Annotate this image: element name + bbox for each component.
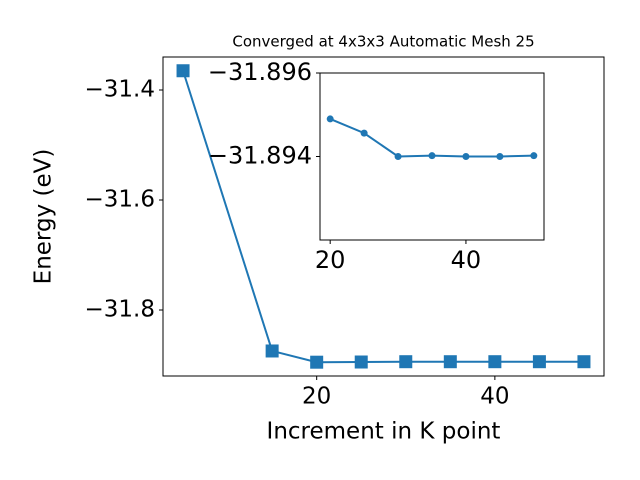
marker (265, 344, 279, 358)
x-tick-label: 40 (480, 384, 509, 410)
marker (462, 153, 470, 160)
y-tick-label: −31.896 (208, 58, 312, 86)
x-tick-label: 20 (315, 246, 346, 274)
marker (443, 355, 457, 369)
marker (488, 355, 502, 369)
x-tick-label: 20 (302, 384, 331, 410)
marker (360, 129, 368, 137)
y-tick-label: −31.6 (85, 187, 155, 213)
x-axis-label: Increment in K point (267, 419, 501, 445)
y-tick-label: −31.8 (85, 297, 155, 323)
marker (428, 152, 436, 160)
chart-title: Converged at 4x3x3 Automatic Mesh 25 (232, 33, 534, 51)
marker (496, 153, 504, 160)
y-tick-label: −31.894 (208, 142, 312, 170)
y-axis-label: Energy (eV) (31, 149, 57, 285)
marker (394, 153, 402, 160)
marker (310, 355, 324, 369)
marker (176, 64, 190, 78)
x-tick-label: 40 (451, 246, 482, 274)
marker (399, 355, 413, 369)
y-tick-label: −31.4 (85, 77, 155, 103)
axes-frame (162, 56, 605, 377)
marker (354, 355, 368, 369)
marker (532, 355, 546, 369)
marker (326, 115, 334, 123)
marker (530, 152, 538, 160)
marker (577, 355, 591, 369)
